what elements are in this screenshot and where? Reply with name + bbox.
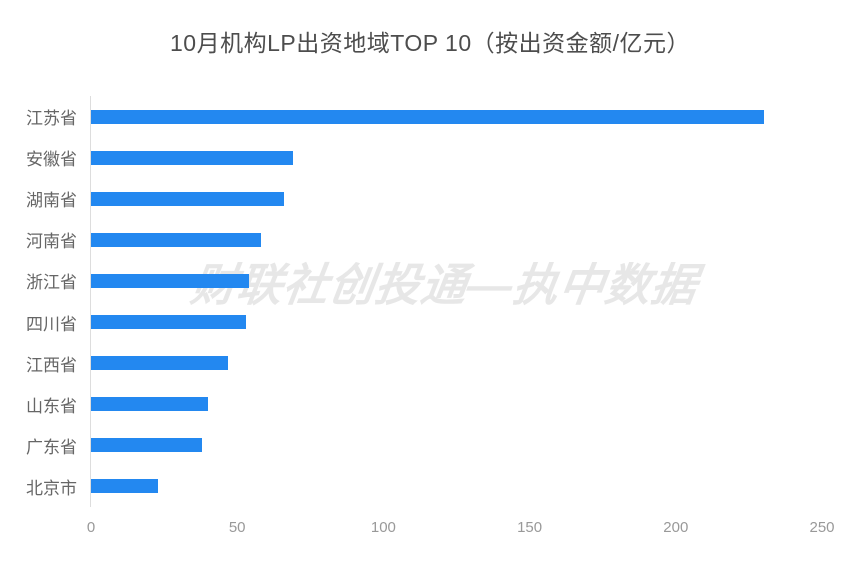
x-tick-label: 150: [517, 519, 543, 536]
x-tick-label: 100: [370, 519, 396, 536]
category-label: 湖南省: [26, 191, 77, 211]
x-tick-label: 50: [228, 519, 246, 536]
x-tick-label: 200: [663, 519, 689, 536]
bar-row: [91, 137, 822, 178]
bar-河南省: [91, 232, 261, 247]
bar-江西省: [91, 356, 229, 371]
bar-row: [91, 301, 822, 342]
category-label: 浙江省: [26, 273, 77, 293]
bar-row: [91, 260, 822, 301]
bar-row: [91, 384, 822, 425]
chart-title: 10月机构LP出资地域TOP 10（按出资金额/亿元）: [169, 30, 691, 56]
x-tick-label: 0: [86, 519, 96, 536]
bar-row: [91, 466, 822, 507]
bar-row: [91, 425, 822, 466]
category-label: 安徽省: [26, 150, 77, 170]
x-tick-label: 250: [809, 519, 835, 536]
plot-area: [91, 96, 822, 507]
y-axis-line: [90, 96, 91, 507]
bar-row: [91, 219, 822, 260]
category-label: 河南省: [26, 232, 77, 252]
category-label: 广东省: [26, 437, 77, 457]
bar-江苏省: [91, 109, 764, 124]
bar-row: [91, 343, 822, 384]
bar-row: [91, 178, 822, 219]
bar-row: [91, 96, 822, 137]
bar-浙江省: [91, 273, 249, 288]
bar-安徽省: [91, 150, 293, 165]
category-axis-labels: 江苏省安徽省湖南省河南省浙江省四川省江西省山东省广东省北京市: [0, 96, 80, 507]
category-label: 四川省: [26, 314, 77, 334]
bar-四川省: [91, 315, 246, 330]
bar-北京市: [91, 479, 159, 494]
bar-湖南省: [91, 191, 284, 206]
category-label: 北京市: [26, 478, 77, 498]
bar-广东省: [91, 438, 203, 453]
category-label: 江苏省: [26, 109, 77, 129]
bar-山东省: [91, 397, 208, 412]
value-axis-labels: 0 50 100 150 200 250: [87, 517, 835, 539]
category-label: 山东省: [26, 396, 77, 416]
category-label: 江西省: [26, 355, 77, 375]
